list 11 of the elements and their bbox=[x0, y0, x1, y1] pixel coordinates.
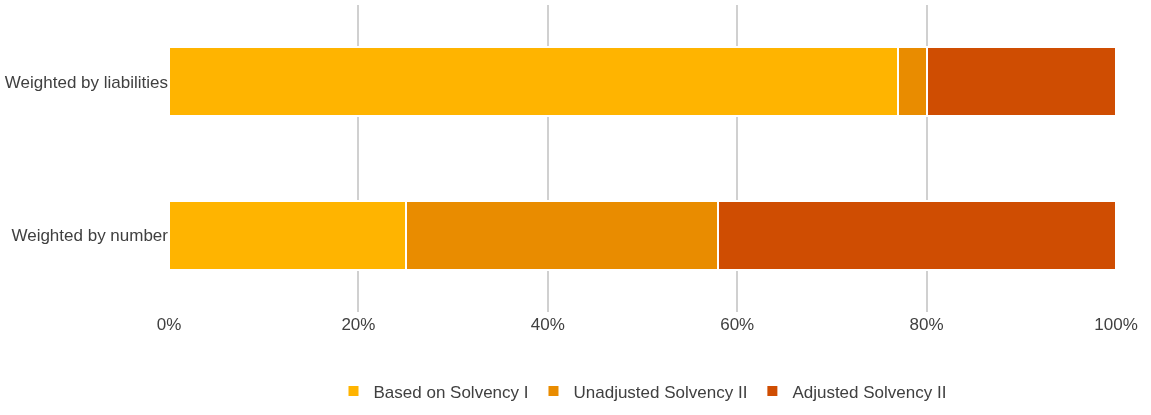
y-tick-label: Weighted by liabilities bbox=[4, 72, 168, 92]
y-tick-label: Weighted by number bbox=[11, 226, 169, 246]
x-tick-label: 40% bbox=[530, 315, 565, 334]
x-tick-label: 0% bbox=[156, 315, 182, 334]
legend-label: Unadjusted Solvency II bbox=[573, 382, 748, 402]
x-tick-label: 20% bbox=[341, 315, 376, 334]
x-tick-label: 80% bbox=[909, 315, 944, 334]
x-tick-label: 100% bbox=[1094, 315, 1138, 334]
x-tick-label: 60% bbox=[720, 315, 755, 334]
legend-label: Adjusted Solvency II bbox=[792, 382, 947, 402]
legend-label: Based on Solvency I bbox=[373, 382, 529, 402]
